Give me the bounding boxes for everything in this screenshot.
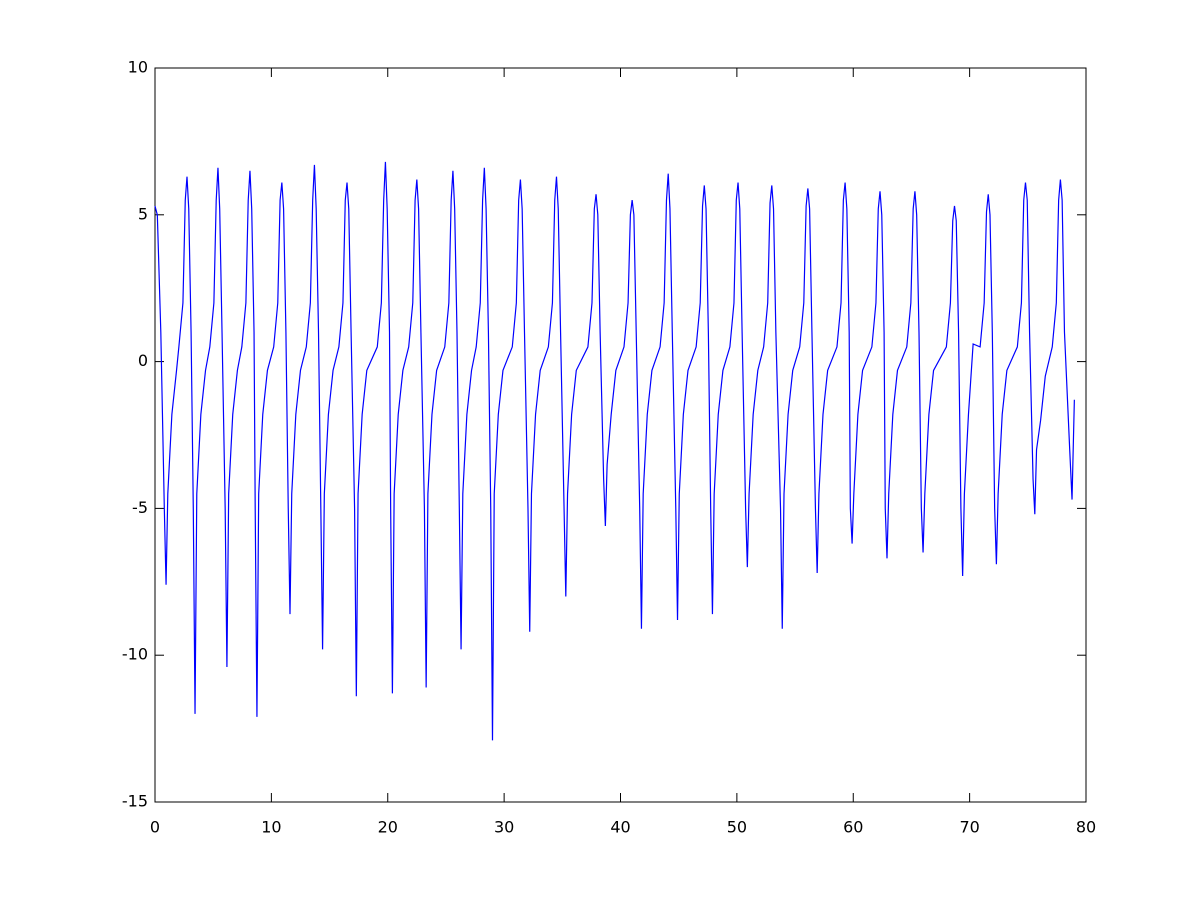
y-tick-label: -5 xyxy=(132,498,148,517)
x-tick-label: 60 xyxy=(843,818,863,837)
y-tick-label: 5 xyxy=(138,204,148,223)
x-tick-label: 70 xyxy=(959,818,979,837)
x-tick-label: 10 xyxy=(261,818,281,837)
y-tick-label: 10 xyxy=(128,58,148,77)
y-tick-label: -15 xyxy=(122,792,148,811)
data-line xyxy=(154,161,1075,741)
y-tick-label: -10 xyxy=(122,645,148,664)
x-tick-label: 40 xyxy=(610,818,630,837)
x-tick-label: 30 xyxy=(494,818,514,837)
x-tick-label: 80 xyxy=(1076,818,1096,837)
x-tick-label: 50 xyxy=(727,818,747,837)
x-tick-label: 20 xyxy=(378,818,398,837)
x-tick-label: 0 xyxy=(150,818,160,837)
y-tick-label: 0 xyxy=(138,351,148,370)
